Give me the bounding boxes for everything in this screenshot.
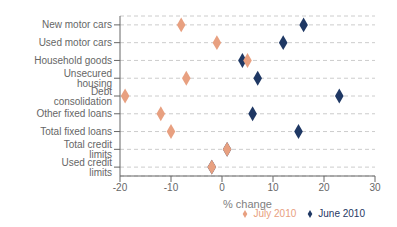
svg-text:20: 20 <box>318 182 330 193</box>
html-text:July 2010: July 2010 <box>253 208 297 219</box>
svg-text:-20: -20 <box>113 182 128 193</box>
html-text:limits: limits <box>89 148 112 160</box>
svg-text:Other fixed loans: Other fixed loans <box>36 108 112 119</box>
svg-text:-10: -10 <box>164 182 179 193</box>
svg-text:New motor cars: New motor cars <box>42 19 112 30</box>
svg-text:% change: % change <box>223 198 272 210</box>
svg-text:10: 10 <box>267 182 279 193</box>
svg-text:Debtconsolidation: Debtconsolidation <box>54 86 113 107</box>
html-text:housing: housing <box>77 77 112 89</box>
svg-text:Total fixed loans: Total fixed loans <box>40 126 112 137</box>
svg-text:Used creditlimits: Used creditlimits <box>61 157 112 178</box>
svg-text:0: 0 <box>219 182 225 193</box>
svg-text:Used motor cars: Used motor cars <box>39 37 112 48</box>
html-text:June 2010: June 2010 <box>318 208 365 219</box>
svg-text:30: 30 <box>369 182 381 193</box>
html-text:Total credit: Total credit <box>63 138 112 150</box>
svg-text:Household goods: Household goods <box>34 55 112 66</box>
html-text:Unsecured: Unsecured <box>63 67 112 79</box>
